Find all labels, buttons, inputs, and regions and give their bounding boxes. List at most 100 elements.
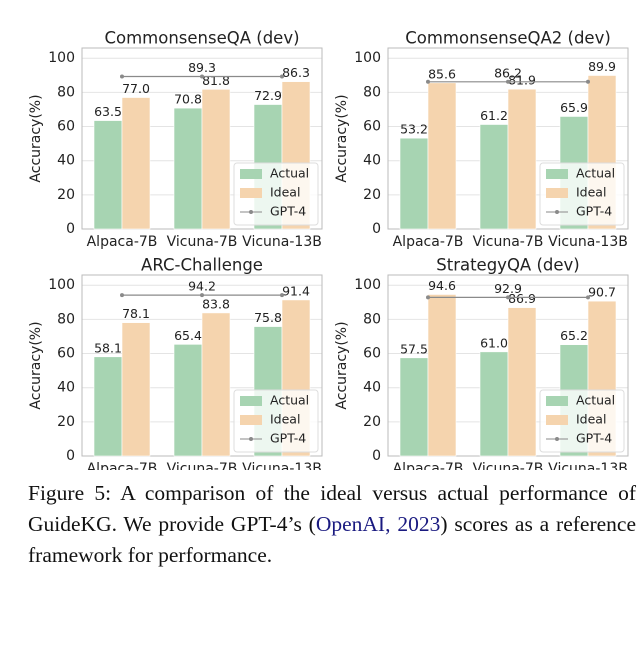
legend-swatch <box>240 396 262 406</box>
bar <box>93 356 123 457</box>
legend-label: GPT-4 <box>270 204 306 219</box>
y-tick-label: 20 <box>57 414 75 430</box>
legend-swatch <box>546 396 568 406</box>
bar <box>121 97 151 230</box>
y-tick-label: 100 <box>48 50 75 66</box>
legend-label: Actual <box>576 166 615 181</box>
citation-link[interactable]: 2023 <box>397 512 441 536</box>
x-tick-label: Alpaca-7B <box>87 234 158 250</box>
y-axis-label: Accuracy(%) <box>334 321 350 409</box>
reference-point <box>506 79 510 84</box>
legend-swatch <box>240 169 262 179</box>
chart-title: CommonsenseQA2 (dev) <box>405 29 611 48</box>
chart-title: CommonsenseQA (dev) <box>104 29 299 48</box>
legend-label: Actual <box>576 393 615 408</box>
data-label: 86.3 <box>282 65 310 80</box>
bar <box>121 322 151 457</box>
bar <box>399 137 429 230</box>
data-label: 70.8 <box>174 92 202 107</box>
legend-label: Ideal <box>270 185 300 200</box>
y-tick-label: 0 <box>372 448 381 464</box>
y-axis-label: Accuracy(%) <box>334 94 350 182</box>
chart-title: ARC-Challenge <box>141 256 263 275</box>
x-tick-label: Vicuna-13B <box>548 234 628 250</box>
reference-point <box>506 295 510 300</box>
y-tick-label: 20 <box>57 187 75 203</box>
y-tick-label: 60 <box>363 346 381 362</box>
bar <box>93 120 123 230</box>
reference-point <box>426 79 430 84</box>
caption-text: ) scores as a reference framework for pe… <box>28 512 637 567</box>
data-label: 92.9 <box>494 281 522 296</box>
legend-swatch <box>546 169 568 179</box>
citation-link[interactable]: OpenAI, <box>315 512 391 536</box>
data-label: 91.4 <box>282 283 310 298</box>
x-tick-label: Vicuna-7B <box>167 234 238 250</box>
legend-label: Ideal <box>576 412 606 427</box>
data-label: 81.8 <box>202 73 230 88</box>
data-label: 86.2 <box>494 65 522 80</box>
data-label: 90.7 <box>588 285 616 300</box>
y-tick-label: 40 <box>363 380 381 396</box>
bar <box>173 107 203 230</box>
bar <box>399 357 429 457</box>
data-label: 58.1 <box>94 340 122 355</box>
legend-label: GPT-4 <box>576 204 612 219</box>
data-label: 78.1 <box>122 306 150 321</box>
data-label: 63.5 <box>94 104 122 119</box>
data-label: 83.8 <box>202 296 230 311</box>
y-tick-label: 60 <box>57 346 75 362</box>
bar <box>173 344 203 457</box>
legend-label: GPT-4 <box>576 431 612 446</box>
data-label: 94.6 <box>428 278 456 293</box>
legend-swatch <box>546 415 568 425</box>
x-tick-label: Alpaca-7B <box>87 461 158 470</box>
legend-point <box>249 210 253 214</box>
data-label: 75.8 <box>254 310 282 325</box>
y-tick-label: 20 <box>363 414 381 430</box>
data-label: 61.2 <box>480 108 508 123</box>
caption-text: Figure 5: A comparison of the ideal vers… <box>28 481 636 536</box>
reference-point <box>280 293 284 298</box>
data-label: 85.6 <box>428 66 456 81</box>
y-tick-label: 40 <box>57 380 75 396</box>
reference-point <box>280 74 284 79</box>
legend-label: GPT-4 <box>270 431 306 446</box>
bar <box>427 294 457 457</box>
chart-title: StrategyQA (dev) <box>436 256 579 275</box>
y-tick-label: 20 <box>363 187 381 203</box>
y-tick-label: 100 <box>48 277 75 293</box>
y-tick-label: 0 <box>66 448 75 464</box>
x-tick-label: Vicuna-13B <box>242 234 322 250</box>
reference-point <box>426 295 430 300</box>
legend-swatch <box>546 188 568 198</box>
bar <box>201 89 231 230</box>
reference-point <box>200 74 204 79</box>
x-tick-label: Vicuna-7B <box>167 461 238 470</box>
legend-point <box>555 437 559 441</box>
bar <box>507 307 537 457</box>
data-label: 65.9 <box>560 100 588 115</box>
data-label: 77.0 <box>122 81 150 96</box>
x-tick-label: Vicuna-13B <box>242 461 322 470</box>
data-label: 94.2 <box>188 279 216 294</box>
data-label: 65.4 <box>174 328 202 343</box>
reference-point <box>586 295 590 300</box>
legend-label: Actual <box>270 166 309 181</box>
y-tick-label: 80 <box>57 311 75 327</box>
y-tick-label: 100 <box>354 277 381 293</box>
legend-label: Actual <box>270 393 309 408</box>
x-tick-label: Alpaca-7B <box>393 461 464 470</box>
data-label: 89.3 <box>188 60 216 75</box>
bar <box>507 88 537 230</box>
bar <box>479 351 509 457</box>
bar <box>201 312 231 457</box>
data-label: 86.9 <box>508 291 536 306</box>
x-tick-label: Vicuna-13B <box>548 461 628 470</box>
reference-point <box>120 74 124 79</box>
legend-swatch <box>240 415 262 425</box>
y-tick-label: 40 <box>57 153 75 169</box>
y-axis-label: Accuracy(%) <box>28 321 44 409</box>
y-tick-label: 40 <box>363 153 381 169</box>
